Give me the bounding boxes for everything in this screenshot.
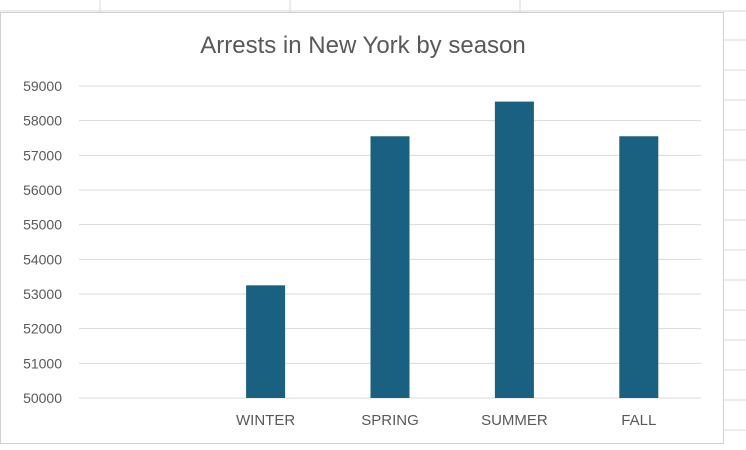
y-tick-label: 54000	[23, 251, 62, 267]
x-category-label: SPRING	[361, 412, 419, 429]
bars	[246, 101, 659, 398]
bar-winter	[246, 285, 286, 398]
x-category-label: WINTER	[236, 412, 295, 429]
x-category-label: FALL	[621, 412, 656, 429]
y-tick-label: 53000	[23, 286, 62, 302]
y-tick-label: 51000	[23, 355, 62, 371]
bar-fall	[619, 136, 659, 398]
y-tick-label: 55000	[23, 217, 62, 233]
bar-spring	[370, 136, 410, 398]
chart-container[interactable]: Arrests in New York by season 50000 51000…	[0, 12, 724, 444]
y-tick-label: 59000	[23, 78, 62, 94]
y-tick-label: 58000	[23, 113, 62, 129]
y-tick-label: 56000	[23, 182, 62, 198]
x-axis-category-labels: WINTER SPRING SUMMER FALL	[236, 412, 656, 429]
chart-title: Arrests in New York by season	[200, 32, 526, 59]
y-tick-label: 57000	[23, 147, 62, 163]
x-category-label: SUMMER	[481, 412, 548, 429]
y-tick-label: 52000	[23, 321, 62, 337]
bar-chart: Arrests in New York by season 50000 51000…	[23, 32, 701, 429]
y-axis-tick-labels: 50000 51000 52000 53000 54000 55000 56000 57000…	[23, 78, 62, 406]
y-tick-label: 50000	[23, 390, 62, 406]
bar-summer	[494, 101, 534, 398]
